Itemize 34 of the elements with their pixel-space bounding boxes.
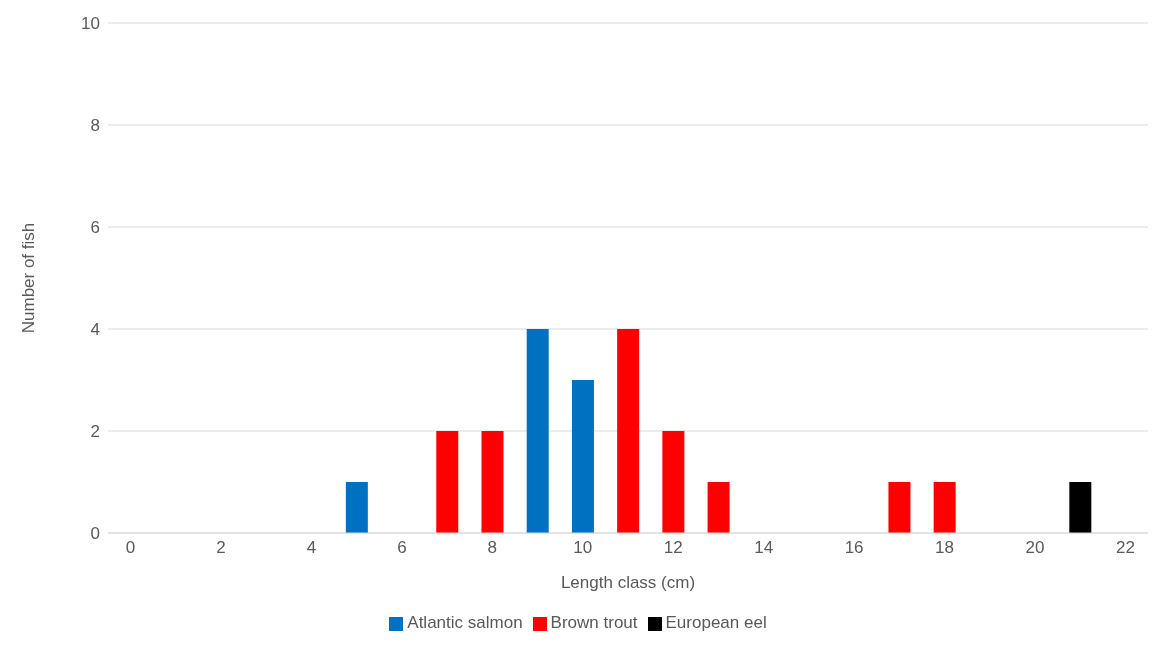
y-tick-label: 10 <box>81 14 100 34</box>
bar <box>662 431 685 533</box>
bar <box>526 329 549 533</box>
bar <box>707 482 730 533</box>
y-tick-label: 6 <box>90 218 100 238</box>
y-tick-label: 2 <box>90 422 100 442</box>
x-tick-label: 8 <box>487 538 498 558</box>
legend-label: Atlantic salmon <box>407 613 523 632</box>
legend-label: Brown trout <box>550 613 638 632</box>
bar <box>617 329 640 533</box>
x-tick-label: 12 <box>663 538 683 558</box>
bar <box>933 482 956 533</box>
y-tick-label: 0 <box>90 524 100 544</box>
bar <box>481 431 504 533</box>
x-tick-label: 2 <box>216 538 226 558</box>
x-axis-title: Length class (cm) <box>560 573 696 592</box>
y-axis-title: Number of fish <box>19 222 39 334</box>
x-tick-label: 16 <box>844 538 864 558</box>
x-tick-label: 6 <box>397 538 407 558</box>
bar <box>1069 482 1092 533</box>
x-tick-label: 18 <box>935 538 954 558</box>
x-tick-label: 20 <box>1025 538 1045 558</box>
x-tick-label: 22 <box>1115 538 1135 558</box>
bar <box>345 482 368 533</box>
bar <box>888 482 911 533</box>
bar <box>571 380 594 533</box>
y-tick-label: 8 <box>90 116 100 136</box>
y-tick-label: 4 <box>90 320 100 340</box>
x-tick-label: 4 <box>306 538 317 558</box>
bar <box>436 431 459 533</box>
legend-label: European eel <box>665 613 767 632</box>
x-tick-label: 14 <box>754 538 774 558</box>
x-tick-label: 10 <box>573 538 593 558</box>
x-tick-label: 0 <box>125 538 136 558</box>
